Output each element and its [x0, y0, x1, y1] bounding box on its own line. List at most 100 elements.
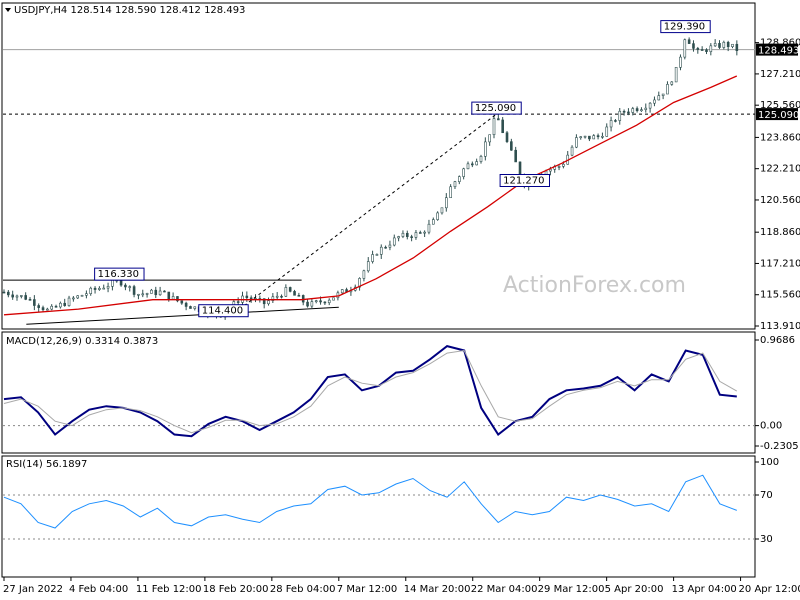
candle-body	[484, 141, 487, 157]
candle-body	[323, 301, 327, 304]
candle-body	[575, 137, 578, 148]
candle-body	[358, 278, 361, 288]
macd-panel-frame	[1, 331, 756, 454]
candle-body	[128, 286, 132, 288]
candle-body	[41, 307, 45, 311]
price-level-tag	[756, 108, 798, 121]
macd-ytick-label: -0.2305	[760, 441, 799, 452]
xtick-label: 22 Mar 04:00	[471, 584, 538, 595]
candle-body	[401, 232, 405, 237]
candle-body	[705, 49, 708, 52]
xtick-label: 27 Jan 2022	[3, 584, 63, 595]
candle-body	[388, 244, 392, 248]
macd-ytick-label: 0.9686	[760, 335, 795, 346]
candle-body	[85, 293, 88, 296]
candle-body	[20, 295, 23, 297]
candle-body	[366, 261, 370, 272]
candle-body	[549, 168, 552, 172]
candle-body	[453, 181, 457, 188]
candle-body	[518, 161, 522, 176]
price-ytick-label: 128.860	[760, 38, 800, 49]
candle-body	[189, 306, 192, 309]
candle-body	[288, 287, 292, 292]
price-ytick-label: 113.910	[760, 321, 800, 332]
candle-body	[50, 305, 53, 310]
candle-body	[236, 301, 240, 303]
candle-body	[28, 299, 32, 301]
price-ytick-label: 127.210	[760, 69, 800, 80]
candle-body	[284, 287, 288, 297]
candle-body	[601, 136, 604, 138]
price-title: USDJPY,H4 128.514 128.590 128.412 128.49…	[14, 5, 245, 16]
candle-body	[145, 293, 149, 295]
annotation-box	[94, 267, 145, 281]
macd-chart: 0.9686 0.00 -0.2305	[3, 335, 799, 452]
moving-average-line	[3, 75, 738, 316]
candle-body	[466, 163, 470, 170]
candle-body	[11, 294, 14, 298]
candle-body	[141, 293, 145, 296]
candle-body	[375, 254, 379, 256]
xtick-label: 7 Mar 12:00	[337, 584, 397, 595]
candle-body	[683, 39, 687, 58]
candle-body	[72, 297, 75, 300]
candle-body	[154, 289, 158, 296]
candle-body	[471, 163, 474, 166]
candle-body	[722, 41, 726, 48]
trendline	[26, 306, 339, 325]
rsi-ytick-label: 30	[760, 534, 773, 545]
price-level-tag-label: 128.493	[758, 46, 799, 57]
candle-body	[414, 232, 418, 238]
candle-body	[657, 95, 661, 101]
macd-ytick-label: 0.00	[760, 421, 782, 432]
xtick-label: 5 Apr 20:00	[605, 584, 664, 595]
watermark: ActionForex.com	[503, 273, 686, 298]
macd-title: MACD(12,26,9) 0.3314 0.3873	[6, 336, 158, 347]
candle-body	[692, 43, 695, 49]
candle-body	[410, 236, 413, 238]
candle-body	[609, 120, 613, 128]
xtick-label: 28 Feb 04:00	[270, 584, 336, 595]
rsi-ytick-label: 100	[760, 457, 779, 468]
candle-body	[614, 120, 617, 122]
candle-body	[275, 295, 279, 298]
candle-body	[132, 286, 136, 295]
candle-body	[7, 291, 10, 296]
candle-body	[622, 110, 626, 113]
candle-body	[427, 223, 431, 233]
candle-body	[167, 291, 171, 300]
candle-body	[124, 284, 127, 288]
candle-body	[687, 39, 691, 44]
candle-body	[98, 287, 101, 290]
candle-body	[562, 163, 565, 167]
candle-body	[605, 126, 609, 137]
candle-body	[163, 290, 166, 293]
candle-body	[193, 306, 197, 309]
price-ytick-label: 117.210	[760, 258, 800, 269]
candle-body	[310, 301, 314, 307]
candle-body	[158, 290, 162, 296]
candle-body	[33, 299, 36, 306]
candle-body	[497, 118, 500, 121]
candle-body	[635, 108, 639, 112]
candle-body	[431, 219, 435, 225]
candle-body	[271, 296, 275, 301]
candle-body	[475, 161, 478, 166]
rsi-ytick-label: 70	[760, 490, 773, 501]
candle-body	[488, 134, 491, 143]
candle-body	[54, 305, 58, 308]
candle-body	[262, 298, 266, 305]
price-ytick-label: 120.560	[760, 195, 800, 206]
candle-body	[596, 135, 600, 138]
candle-body	[184, 302, 188, 307]
annotation-label: 114.400	[202, 306, 243, 317]
candle-body	[392, 237, 396, 246]
candle-body	[640, 109, 643, 112]
candle-body	[661, 93, 665, 96]
candle-body	[362, 270, 366, 279]
candle-body	[726, 41, 730, 48]
candle-body	[436, 212, 439, 220]
candle-body	[137, 294, 140, 296]
price-chart: 128.860 127.210 125.560 123.860 122.210 120.5…	[2, 20, 800, 332]
candle-body	[440, 207, 444, 214]
